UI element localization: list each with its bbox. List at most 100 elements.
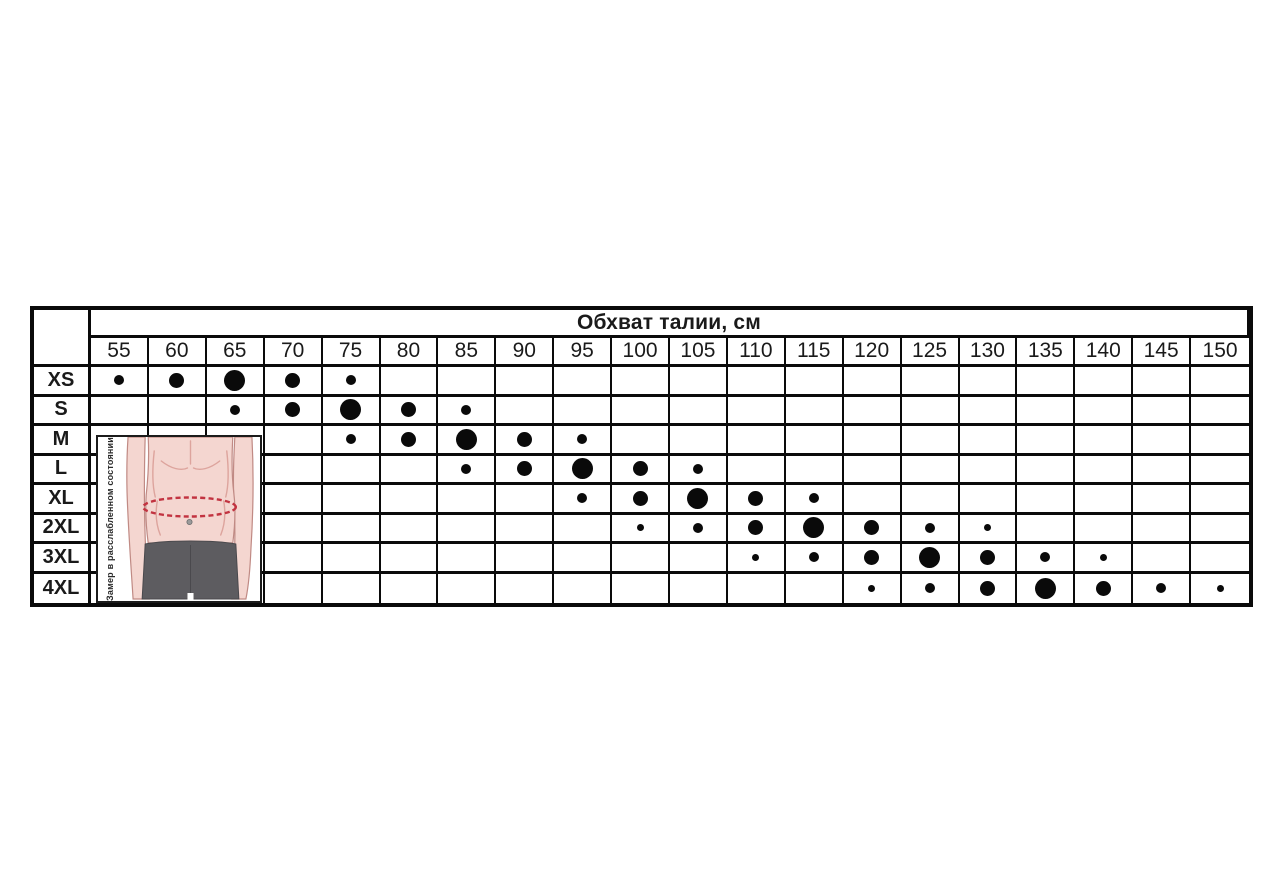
cell-S-80	[380, 396, 439, 426]
cell-XL-140	[1075, 485, 1134, 515]
fit-dot-4XL-130	[979, 580, 995, 596]
fit-dot-2XL-115	[803, 517, 825, 539]
cell-3XL-120	[843, 544, 902, 574]
cell-M-85	[438, 426, 497, 456]
size-chart-table: Обхват талии, см 55 60 65 70 75 80 85 90 95 100 105…	[30, 306, 1253, 607]
table-title: Обхват талии, см	[91, 310, 1249, 338]
cell-L-135	[1017, 455, 1076, 485]
cell-S-60	[148, 396, 207, 426]
cell-3XL-70	[264, 544, 323, 574]
cell-2XL-100	[612, 514, 670, 544]
cell-S-115	[785, 396, 844, 426]
fit-dot-S-65	[229, 404, 240, 415]
cell-L-75	[322, 455, 381, 485]
fit-dot-XS-75	[345, 375, 356, 386]
cell-L-150	[1191, 455, 1249, 485]
fit-dot-4XL-145	[1156, 583, 1167, 594]
cell-S-100	[612, 396, 670, 426]
cell-L-140	[1075, 455, 1134, 485]
column-header-120: 120	[843, 338, 902, 367]
fit-dot-XL-95	[577, 493, 588, 504]
cell-4XL-105	[670, 573, 728, 603]
column-header-140: 140	[1075, 338, 1134, 367]
cell-XS-80	[380, 367, 439, 397]
fit-dot-S-85	[461, 404, 472, 415]
cell-M-95	[554, 426, 613, 456]
column-header-60: 60	[148, 338, 207, 367]
cell-2XL-115	[785, 514, 844, 544]
cell-M-125	[901, 426, 960, 456]
column-header-75: 75	[322, 338, 381, 367]
cell-4XL-80	[380, 573, 439, 603]
cell-M-110	[727, 426, 786, 456]
cell-XS-75	[322, 367, 381, 397]
cell-S-90	[496, 396, 555, 426]
cell-M-105	[670, 426, 728, 456]
column-header-70: 70	[264, 338, 323, 367]
cell-S-110	[727, 396, 786, 426]
cell-M-150	[1191, 426, 1249, 456]
cell-3XL-105	[670, 544, 728, 574]
cell-XS-100	[612, 367, 670, 397]
cell-L-100	[612, 455, 670, 485]
cell-XS-65	[206, 367, 265, 397]
cell-XL-135	[1017, 485, 1076, 515]
cell-2XL-125	[901, 514, 960, 544]
fit-dot-3XL-135	[1040, 552, 1051, 563]
cell-S-145	[1133, 396, 1192, 426]
measure-note-text: Замер в расслабленном состоянии	[104, 437, 115, 601]
fit-dot-2XL-125	[924, 522, 935, 533]
fit-dot-XS-65	[224, 369, 246, 391]
measure-note-strip: Замер в расслабленном состоянии	[98, 437, 121, 601]
cell-XS-150	[1191, 367, 1249, 397]
cell-XL-85	[438, 485, 497, 515]
fit-dot-M-85	[455, 428, 477, 450]
cell-3XL-95	[554, 544, 613, 574]
cell-3XL-110	[727, 544, 786, 574]
cell-2XL-110	[727, 514, 786, 544]
cell-XS-110	[727, 367, 786, 397]
column-header-105: 105	[670, 338, 728, 367]
cell-M-80	[380, 426, 439, 456]
cell-XS-70	[264, 367, 323, 397]
cell-XS-60	[148, 367, 207, 397]
cell-XL-80	[380, 485, 439, 515]
cell-2XL-85	[438, 514, 497, 544]
fit-dot-XL-105	[687, 487, 709, 509]
fit-dot-S-70	[285, 402, 301, 418]
cell-L-110	[727, 455, 786, 485]
cell-2XL-130	[959, 514, 1018, 544]
cell-XS-115	[785, 367, 844, 397]
cell-M-70	[264, 426, 323, 456]
cell-4XL-70	[264, 573, 323, 603]
cell-S-85	[438, 396, 497, 426]
fit-dot-4XL-120	[868, 584, 876, 592]
cell-2XL-120	[843, 514, 902, 544]
torso-shading	[152, 440, 229, 536]
fit-dot-XL-115	[808, 493, 819, 504]
fit-dot-2XL-100	[636, 524, 644, 532]
cell-M-100	[612, 426, 670, 456]
cell-3XL-150	[1191, 544, 1249, 574]
cell-S-135	[1017, 396, 1076, 426]
cell-S-130	[959, 396, 1018, 426]
row-label-XS: XS	[34, 367, 91, 397]
cell-S-125	[901, 396, 960, 426]
fit-dot-S-80	[400, 402, 416, 418]
cell-XS-55	[91, 367, 149, 397]
cell-L-90	[496, 455, 555, 485]
fit-dot-3XL-110	[752, 553, 760, 561]
navel-dot	[186, 519, 193, 526]
column-header-125: 125	[901, 338, 960, 367]
cell-L-145	[1133, 455, 1192, 485]
cell-4XL-75	[322, 573, 381, 603]
cell-3XL-115	[785, 544, 844, 574]
fit-dot-2XL-120	[864, 520, 880, 536]
fit-dot-S-75	[340, 399, 362, 421]
cell-2XL-105	[670, 514, 728, 544]
cell-S-70	[264, 396, 323, 426]
fit-dot-XL-100	[632, 490, 648, 506]
row-label-4XL: 4XL	[34, 573, 91, 603]
cell-S-65	[206, 396, 265, 426]
